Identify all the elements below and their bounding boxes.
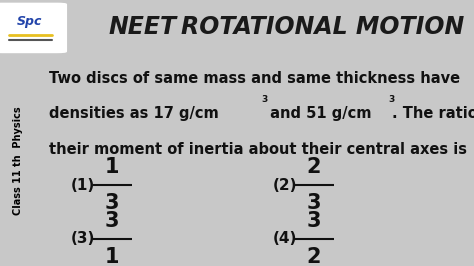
Text: (1): (1) [71, 178, 95, 193]
Text: 2: 2 [307, 247, 321, 266]
Text: 1: 1 [105, 157, 119, 177]
Text: 3: 3 [307, 193, 321, 213]
Text: densities as 17 g/cm: densities as 17 g/cm [49, 106, 219, 121]
Text: ROTATIONAL MOTION: ROTATIONAL MOTION [181, 15, 464, 39]
Text: Two discs of same mass and same thickness have: Two discs of same mass and same thicknes… [49, 70, 460, 86]
Text: 1: 1 [105, 247, 119, 266]
Text: 3: 3 [307, 211, 321, 231]
Text: and 51 g/cm: and 51 g/cm [265, 106, 371, 121]
Text: 3: 3 [105, 193, 119, 213]
Text: 3: 3 [389, 95, 395, 104]
Text: (2): (2) [272, 178, 297, 193]
Text: (3): (3) [71, 231, 95, 246]
Text: 3: 3 [261, 95, 268, 104]
Text: Spc: Spc [17, 15, 42, 28]
Text: Class 11 th  Physics: Class 11 th Physics [13, 107, 23, 215]
Text: NEET: NEET [108, 15, 176, 39]
Text: (4): (4) [272, 231, 297, 246]
Text: . The ratio of: . The ratio of [392, 106, 474, 121]
Text: 2: 2 [307, 157, 321, 177]
Text: 3: 3 [105, 211, 119, 231]
Text: their moment of inertia about their central axes is: their moment of inertia about their cent… [49, 142, 467, 157]
FancyBboxPatch shape [0, 3, 66, 52]
